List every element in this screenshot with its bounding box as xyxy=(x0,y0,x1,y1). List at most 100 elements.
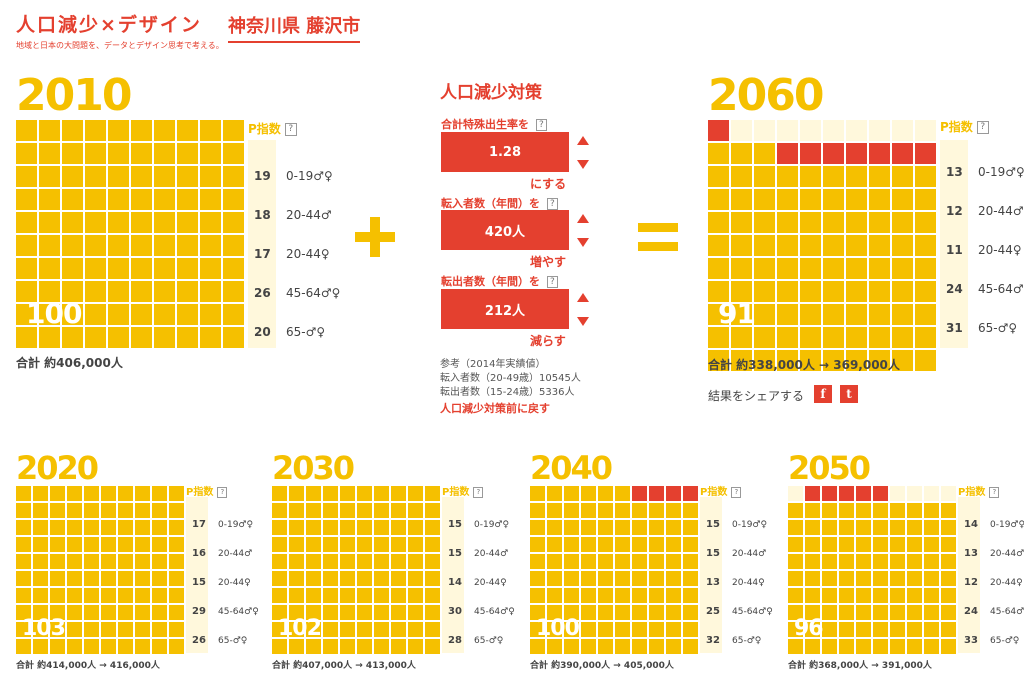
grid-cell xyxy=(62,327,83,348)
grid-cell xyxy=(306,639,321,654)
twitter-share-button[interactable]: t xyxy=(840,385,858,403)
help-icon[interactable]: ? xyxy=(731,486,742,498)
grid-cell xyxy=(800,143,821,164)
grid-cell xyxy=(67,622,82,637)
grid-cell xyxy=(666,554,681,569)
p-index-number: 15 xyxy=(192,577,206,588)
grid-cell xyxy=(84,537,99,552)
p-index-row: 19 0-19♂♀ xyxy=(254,165,333,184)
grid-cell xyxy=(39,258,60,279)
p-index-row: 11 20-44♀ xyxy=(946,239,1022,258)
fertility-decrease-button[interactable] xyxy=(577,160,589,169)
grid-cell xyxy=(632,639,647,654)
grid-cell xyxy=(915,350,936,371)
grid-cell xyxy=(131,327,152,348)
grid-cell xyxy=(67,554,82,569)
grid-cell xyxy=(101,588,116,603)
grid-cell xyxy=(154,258,175,279)
help-icon[interactable]: ? xyxy=(284,123,297,136)
grid-cell xyxy=(941,639,956,654)
grid-cell xyxy=(50,537,65,552)
move-in-decrease-button[interactable] xyxy=(577,238,589,247)
move-in-increase-button[interactable] xyxy=(577,214,589,223)
p-index-row: 12 20-44♂ xyxy=(946,200,1024,219)
grid-cell xyxy=(357,622,372,637)
grid-cell xyxy=(118,537,133,552)
grid-cell xyxy=(708,258,729,279)
reset-link[interactable]: 人口減少対策前に戻す xyxy=(440,402,550,415)
age-group-label: 0-19♂♀ xyxy=(286,169,333,183)
grid-cell xyxy=(915,235,936,256)
move-out-value: 212人 xyxy=(441,289,569,329)
grid-cell xyxy=(85,212,106,233)
grid-cell xyxy=(564,486,579,501)
age-group-label: 20-44♀ xyxy=(990,578,1023,588)
age-group-label: 65-♂♀ xyxy=(286,325,326,339)
grid-cell xyxy=(907,622,922,637)
help-icon[interactable]: ? xyxy=(989,486,1000,498)
grid-cell xyxy=(856,537,871,552)
grid-cell xyxy=(839,554,854,569)
grid-cell xyxy=(391,639,406,654)
grid-cell xyxy=(135,622,150,637)
grid-cell xyxy=(135,520,150,535)
index-value: 91 xyxy=(718,297,756,330)
grid-cell xyxy=(873,639,888,654)
grid-cell xyxy=(306,554,321,569)
grid-cell xyxy=(118,622,133,637)
help-icon[interactable]: ? xyxy=(535,119,547,131)
grid-cell xyxy=(374,571,389,586)
help-icon[interactable]: ? xyxy=(546,276,558,288)
p-index-header: P指数? xyxy=(940,118,989,135)
move-in-suffix: 増やす xyxy=(530,255,567,269)
grid-cell xyxy=(788,520,803,535)
grid-cell xyxy=(177,212,198,233)
grid-cell xyxy=(805,520,820,535)
grid-cell xyxy=(856,520,871,535)
grid-cell xyxy=(907,554,922,569)
grid-cell xyxy=(869,189,890,210)
age-group-label: 20-44♂ xyxy=(978,204,1024,218)
facebook-share-button[interactable]: f xyxy=(814,385,832,403)
grid-cell xyxy=(408,486,423,501)
population-total: 合計 約390,000人 → 405,000人 xyxy=(530,661,674,671)
move-out-increase-button[interactable] xyxy=(577,293,589,302)
measures-title: 人口減少対策 xyxy=(440,83,542,103)
fertility-increase-button[interactable] xyxy=(577,136,589,145)
city-selector[interactable]: 神奈川県 藤沢市 xyxy=(228,12,361,43)
help-icon[interactable]: ? xyxy=(473,486,484,498)
p-index-row: 33 65-♂♀ xyxy=(964,628,1019,647)
grid-cell xyxy=(357,588,372,603)
p-index-column xyxy=(442,497,464,653)
grid-cell xyxy=(649,588,664,603)
move-out-decrease-button[interactable] xyxy=(577,317,589,326)
p-index-row: 14 0-19♂♀ xyxy=(964,512,1024,531)
grid-cell xyxy=(777,166,798,187)
grid-cell xyxy=(666,639,681,654)
grid-cell xyxy=(118,605,133,620)
help-icon[interactable]: ? xyxy=(217,486,228,498)
grid-cell xyxy=(39,235,60,256)
grid-cell xyxy=(33,554,48,569)
grid-cell xyxy=(152,520,167,535)
grid-cell xyxy=(869,281,890,302)
grid-cell xyxy=(873,520,888,535)
grid-cell xyxy=(869,304,890,325)
grid-cell xyxy=(408,588,423,603)
age-group-label: 0-19♂♀ xyxy=(978,165,1024,179)
grid-cell xyxy=(731,258,752,279)
grid-cell xyxy=(101,622,116,637)
grid-cell xyxy=(547,537,562,552)
help-icon[interactable]: ? xyxy=(546,198,558,210)
grid-cell xyxy=(223,143,244,164)
app-title[interactable]: 人口減少×デザイン xyxy=(16,14,202,36)
grid-cell xyxy=(154,304,175,325)
grid-cell xyxy=(223,189,244,210)
grid-cell xyxy=(108,166,129,187)
age-group-label: 45-64♂♀ xyxy=(474,607,515,617)
help-icon[interactable]: ? xyxy=(976,121,989,134)
grid-cell xyxy=(154,166,175,187)
grid-cell xyxy=(408,554,423,569)
age-group-label: 0-19♂♀ xyxy=(474,520,510,530)
grid-cell xyxy=(800,235,821,256)
